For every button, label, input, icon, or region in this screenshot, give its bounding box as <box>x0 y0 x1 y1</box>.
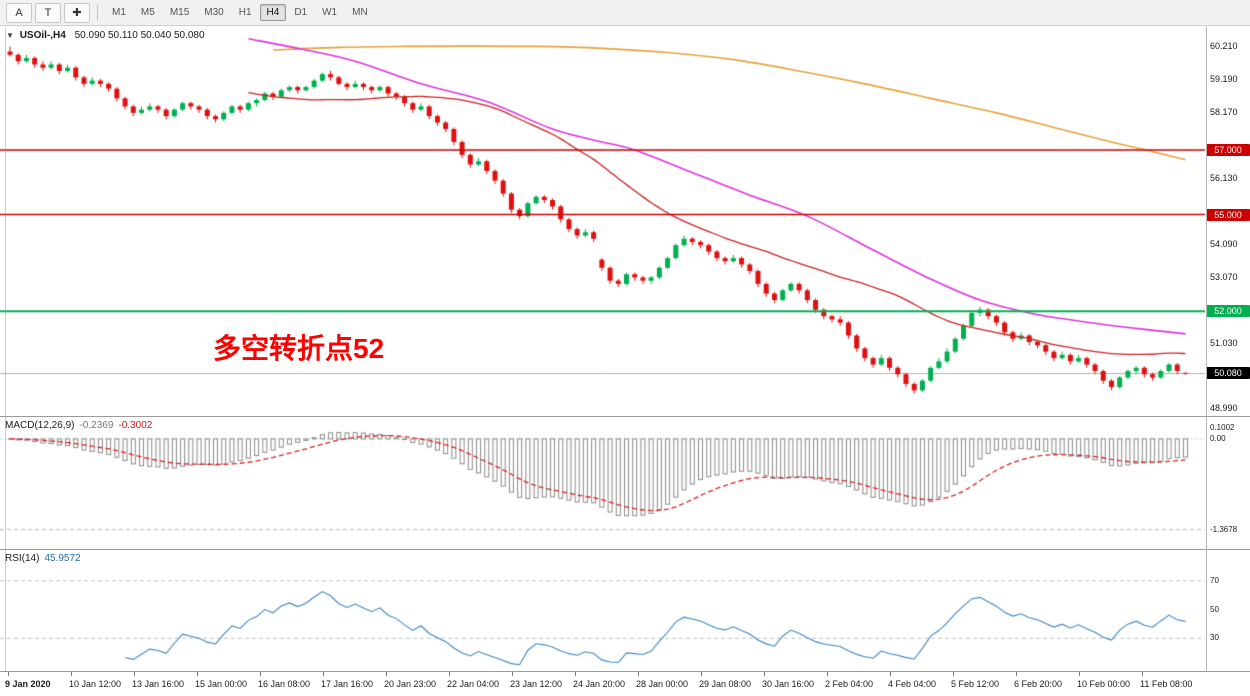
time-axis-label: 6 Feb 20:00 <box>1014 679 1063 689</box>
timeframe-button-m30[interactable]: M30 <box>204 7 224 18</box>
time-axis-label: 24 Jan 20:00 <box>573 679 626 689</box>
time-axis-label: 4 Feb 04:00 <box>888 679 937 689</box>
hline-price-badge: 52.000 <box>1206 305 1250 318</box>
timeframe-button-w1[interactable]: W1 <box>322 7 338 18</box>
macd-axis-label: -1.3678 <box>1210 524 1238 534</box>
rsi-axis-label: 30 <box>1210 633 1219 643</box>
macd-name: MACD(12,26,9) <box>5 420 75 431</box>
price-axis-label: 56.130 <box>1210 173 1238 184</box>
time-axis[interactable]: 9 Jan 2020 10 Jan 12:00 13 Jan 16:00 15 Jan… <box>0 672 1250 696</box>
macd-axis-label: 0.00 <box>1210 433 1226 443</box>
panel-separator[interactable] <box>0 549 1250 550</box>
timeframe-button-h1[interactable]: H1 <box>238 7 252 18</box>
time-axis-tick <box>764 672 765 676</box>
price-axis-label: 59.190 <box>1210 74 1238 85</box>
main-chart-panel: ▼ USOil-,H4 50.090 50.110 50.040 50.080 … <box>0 27 1250 416</box>
price-axis-line <box>1206 27 1207 671</box>
time-axis-tick <box>1016 672 1017 676</box>
chart-title: ▼ USOil-,H4 50.090 50.110 50.040 50.080 <box>6 30 205 41</box>
price-axis-label: 48.990 <box>1210 403 1238 414</box>
time-axis-label: 28 Jan 00:00 <box>636 679 689 689</box>
hline-price-badge: 57.000 <box>1206 143 1250 156</box>
crosshair-tool-button[interactable]: ✚ <box>64 2 90 23</box>
text-tool-button[interactable]: T <box>35 2 61 23</box>
toolbar-tools: A T ✚ <box>6 2 90 23</box>
rsi-canvas[interactable] <box>0 550 1250 671</box>
price-axis-label: 58.170 <box>1210 107 1238 118</box>
time-axis-label: 20 Jan 23:00 <box>384 679 437 689</box>
macd-canvas[interactable] <box>0 417 1250 549</box>
hline-price-badge: 55.000 <box>1206 208 1250 221</box>
macd-axis-label: 0.1002 <box>1210 423 1235 433</box>
timeframe-button-m15[interactable]: M15 <box>169 7 190 18</box>
time-axis-tick <box>701 672 702 676</box>
macd-main-value: -0.2369 <box>79 420 114 431</box>
toolbar-separator <box>97 4 98 21</box>
timeframe-button-h4[interactable]: H4 <box>259 4 287 21</box>
macd-label: MACD(12,26,9) -0.2369 -0.3002 <box>5 420 152 431</box>
time-axis-tick <box>575 672 576 676</box>
rsi-axis-label: 70 <box>1210 575 1219 585</box>
timeframe-group: M1 M5 M15 M30 H1 H4 D1 W1 MN <box>105 4 375 21</box>
time-axis-label: 17 Jan 16:00 <box>321 679 374 689</box>
chart-symbol-label: USOil-,H4 <box>19 30 66 41</box>
time-axis-label: 10 Feb 00:00 <box>1077 679 1131 689</box>
price-axis-label: 53.070 <box>1210 271 1238 282</box>
rsi-name: RSI(14) <box>5 553 40 564</box>
time-axis-label: 15 Jan 00:00 <box>195 679 248 689</box>
timeframe-button-mn[interactable]: MN <box>352 7 368 18</box>
price-axis-label: 54.090 <box>1210 238 1238 249</box>
time-axis-tick <box>512 672 513 676</box>
rsi-value: 45.9572 <box>44 553 81 564</box>
timeframe-button-m5[interactable]: M5 <box>140 7 155 18</box>
chart-left-frame <box>5 27 6 671</box>
time-axis-label: 10 Jan 12:00 <box>69 679 122 689</box>
macd-indicator-panel: MACD(12,26,9) -0.2369 -0.3002 0.1002 0.00 -1… <box>0 417 1250 549</box>
time-axis-label: 2 Feb 04:00 <box>825 679 874 689</box>
current-price-badge: 50.080 <box>1206 367 1250 380</box>
time-axis-tick <box>1079 672 1080 676</box>
timeframe-button-m1[interactable]: M1 <box>112 7 126 18</box>
time-axis-label: 5 Feb 12:00 <box>951 679 1000 689</box>
time-axis-label: 23 Jan 12:00 <box>510 679 563 689</box>
timeframe-button-d1[interactable]: D1 <box>294 7 308 18</box>
panel-separator[interactable] <box>0 416 1250 417</box>
arrow-tool-button[interactable]: A <box>6 2 32 23</box>
time-axis-tick <box>1142 672 1143 676</box>
price-axis-label: 51.030 <box>1210 337 1238 348</box>
time-axis-label: 11 Feb 08:00 <box>1140 679 1193 689</box>
time-axis-label: 22 Jan 04:00 <box>447 679 500 689</box>
panel-separator[interactable] <box>0 671 1250 672</box>
time-axis-tick <box>197 672 198 676</box>
time-axis-label: 16 Jan 08:00 <box>258 679 311 689</box>
time-axis-tick <box>134 672 135 676</box>
time-axis-label: 9 Jan 2020 <box>5 679 51 689</box>
chart-annotation-text[interactable]: 多空转折点52 <box>213 333 385 364</box>
time-axis-label: 30 Jan 16:00 <box>762 679 815 689</box>
time-axis-tick <box>638 672 639 676</box>
main-chart-canvas[interactable] <box>0 27 1250 416</box>
time-axis-tick <box>8 672 9 676</box>
rsi-indicator-panel: RSI(14) 45.9572 70 50 30 <box>0 550 1250 671</box>
time-axis-label: 13 Jan 16:00 <box>132 679 185 689</box>
chart-menu-arrow-icon[interactable]: ▼ <box>6 31 14 40</box>
time-axis-tick <box>386 672 387 676</box>
price-axis-label: 60.210 <box>1210 41 1238 52</box>
time-axis-tick <box>890 672 891 676</box>
macd-signal-value: -0.3002 <box>118 420 153 431</box>
time-axis-tick <box>323 672 324 676</box>
rsi-label: RSI(14) 45.9572 <box>5 553 81 564</box>
time-axis-tick <box>449 672 450 676</box>
toolbar: A T ✚ M1 M5 M15 M30 H1 H4 D1 W1 MN <box>0 0 1250 26</box>
time-axis-tick <box>827 672 828 676</box>
rsi-axis-label: 50 <box>1210 604 1219 614</box>
time-axis-label: 29 Jan 08:00 <box>699 679 752 689</box>
time-axis-tick <box>71 672 72 676</box>
time-axis-tick <box>260 672 261 676</box>
chart-ohlc-values: 50.090 50.110 50.040 50.080 <box>74 30 205 41</box>
time-axis-tick <box>953 672 954 676</box>
